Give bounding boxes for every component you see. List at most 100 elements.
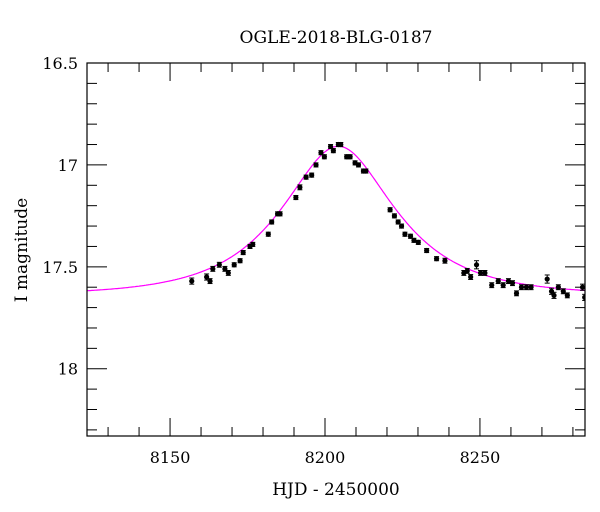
axis-ticks	[87, 62, 585, 436]
data-point	[433, 256, 440, 262]
point-marker	[363, 168, 369, 174]
data-point	[338, 141, 344, 148]
data-point	[528, 284, 534, 291]
point-marker	[309, 172, 315, 178]
data-points	[189, 141, 585, 301]
data-point	[468, 274, 474, 280]
data-point	[495, 278, 501, 285]
point-marker	[411, 237, 417, 243]
data-point	[544, 274, 550, 284]
point-marker	[424, 247, 430, 254]
point-marker	[293, 194, 299, 201]
point-marker	[347, 154, 353, 160]
data-point	[477, 269, 484, 276]
point-marker	[482, 270, 488, 276]
data-point	[398, 223, 405, 229]
data-point	[363, 168, 369, 174]
data-point	[347, 154, 353, 160]
point-marker	[330, 148, 336, 154]
point-marker	[321, 154, 327, 160]
point-marker	[477, 270, 484, 276]
data-point	[250, 241, 256, 248]
point-marker	[207, 278, 213, 284]
point-marker	[468, 274, 474, 280]
model-curve	[87, 145, 585, 292]
data-point	[402, 231, 408, 237]
data-point	[303, 174, 309, 180]
point-marker	[231, 262, 237, 268]
point-marker	[500, 282, 506, 288]
data-point	[415, 239, 421, 245]
point-marker	[407, 233, 414, 239]
data-point	[579, 283, 585, 291]
point-marker	[303, 174, 309, 180]
data-point	[297, 184, 303, 191]
data-point	[489, 282, 495, 289]
y-tick-label: 16.5	[42, 54, 78, 73]
point-marker	[225, 270, 231, 276]
point-marker	[237, 258, 243, 264]
data-point	[473, 260, 480, 270]
data-point	[269, 219, 275, 225]
data-point	[225, 269, 231, 276]
point-marker	[395, 219, 401, 225]
point-marker	[551, 292, 557, 298]
x-tick-label: 8150	[150, 448, 191, 467]
y-tick-labels: 16.5 17 17.5 18	[42, 54, 78, 379]
point-marker	[495, 278, 501, 284]
point-marker	[544, 276, 550, 282]
data-point	[395, 219, 401, 225]
data-point	[523, 284, 530, 291]
x-tick-label: 8200	[305, 448, 346, 467]
point-marker	[582, 294, 585, 300]
point-marker	[327, 143, 334, 150]
data-point	[555, 284, 561, 291]
data-point	[231, 262, 237, 268]
point-marker	[398, 223, 405, 229]
point-marker	[355, 162, 362, 168]
x-tick-label: 8250	[460, 448, 501, 467]
data-point	[330, 148, 336, 154]
data-point	[518, 284, 525, 291]
data-point	[482, 269, 488, 276]
point-marker	[265, 231, 271, 237]
point-marker	[464, 268, 470, 274]
x-tick-labels: 8150 8200 8250	[150, 448, 501, 467]
point-marker	[391, 213, 398, 219]
point-marker	[555, 284, 561, 290]
point-marker	[579, 284, 585, 290]
point-marker	[433, 256, 440, 262]
data-point	[265, 231, 271, 237]
data-point	[424, 247, 430, 254]
point-marker	[318, 150, 324, 156]
point-marker	[489, 282, 495, 288]
chart-title: OGLE-2018-BLG-0187	[240, 28, 433, 48]
data-point	[189, 277, 195, 285]
x-axis-label: HJD - 2450000	[272, 480, 400, 500]
data-point	[313, 162, 319, 168]
point-marker	[509, 280, 516, 286]
data-point	[240, 249, 246, 256]
point-marker	[338, 141, 344, 148]
data-point	[509, 280, 516, 287]
data-point	[237, 258, 243, 264]
data-point	[207, 278, 213, 285]
data-point	[327, 143, 334, 150]
data-point	[210, 265, 216, 272]
data-point	[309, 172, 315, 178]
point-marker	[528, 284, 534, 290]
point-marker	[564, 292, 570, 298]
point-marker	[210, 266, 216, 272]
point-marker	[189, 278, 195, 284]
data-point	[216, 261, 222, 268]
point-marker	[313, 162, 319, 168]
data-point	[560, 288, 566, 295]
data-point	[277, 211, 283, 217]
data-point	[442, 257, 448, 264]
data-point	[500, 282, 506, 289]
point-marker	[518, 284, 525, 290]
point-marker	[505, 278, 512, 284]
data-point	[464, 267, 470, 274]
plot-frame	[86, 62, 586, 437]
